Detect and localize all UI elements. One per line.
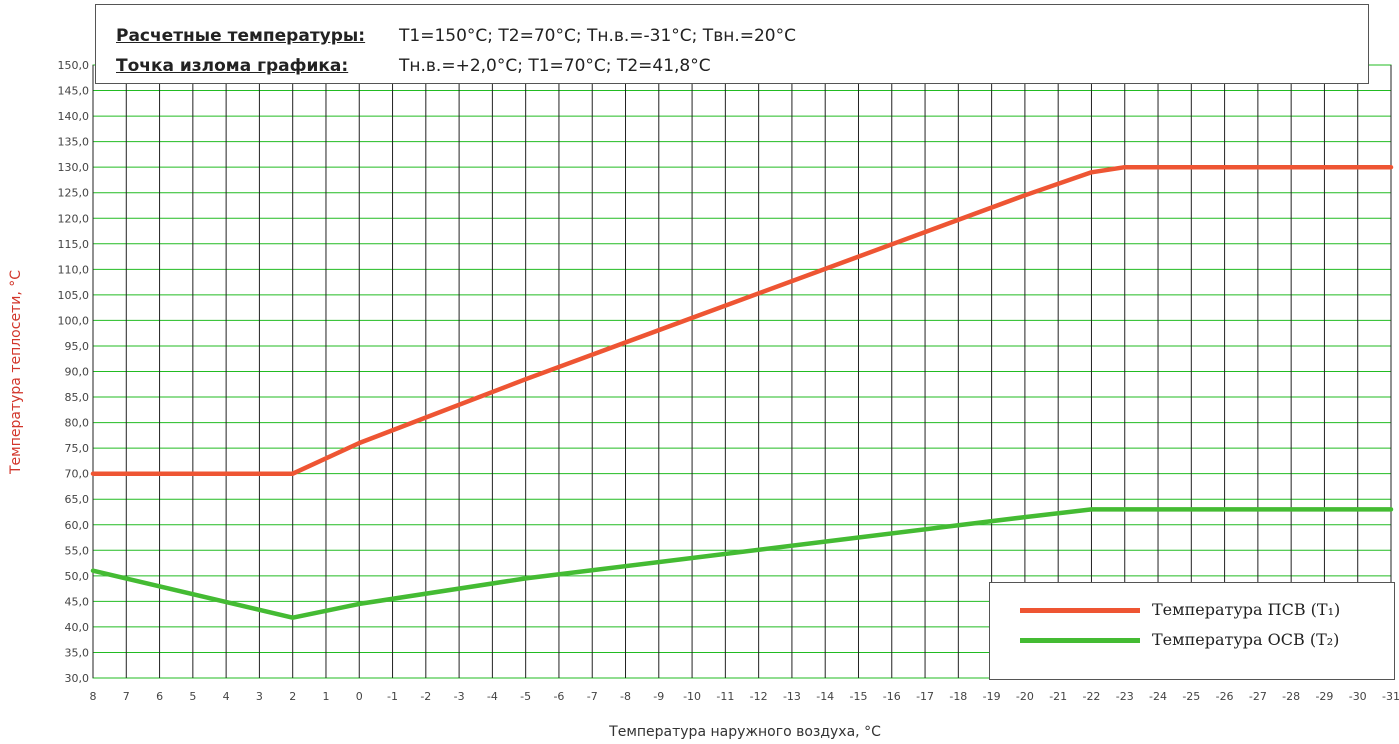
- series-line-t2: [90, 507, 1394, 620]
- x-tick-label: -24: [1149, 690, 1167, 703]
- y-tick-label: 105,0: [58, 289, 90, 302]
- x-tick-label: -5: [520, 690, 531, 703]
- x-tick-label: -6: [553, 690, 564, 703]
- x-tick-label: -7: [587, 690, 598, 703]
- y-tick-label: 110,0: [58, 263, 90, 276]
- x-tick-label: 6: [156, 690, 163, 703]
- x-tick-label: -25: [1182, 690, 1200, 703]
- break-point-label: Точка излома графика:: [116, 56, 349, 76]
- x-tick-label: -8: [620, 690, 631, 703]
- y-tick-label: 100,0: [58, 314, 90, 327]
- y-tick-label: 90,0: [65, 366, 90, 379]
- x-tick-label: -30: [1349, 690, 1367, 703]
- x-tick-label: -19: [983, 690, 1001, 703]
- x-tick-label: -16: [883, 690, 901, 703]
- break-point-value: Тн.в.=+2,0°C; T1=70°C; T2=41,8°C: [399, 56, 711, 76]
- x-tick-label: -15: [850, 690, 868, 703]
- y-tick-label: 45,0: [65, 595, 90, 608]
- x-tick-label: -1: [387, 690, 398, 703]
- legend-item-t1: Температура ПСВ (T₁): [1020, 600, 1390, 622]
- y-axis-ticks: 30,0 35,0 40,0 45,0 50,0 55,0 60,0 65,0 70,0 75,0…: [58, 59, 90, 685]
- y-tick-label: 30,0: [65, 672, 90, 685]
- legend-label-t2: Температура ОСВ (T₂): [1152, 630, 1340, 649]
- x-tick-label: -13: [783, 690, 801, 703]
- design-temperatures-value: T1=150°C; T2=70°C; Тн.в.=-31°C; Твн.=20°…: [399, 26, 796, 46]
- legend: Температура ПСВ (T₁) Температура ОСВ (T₂…: [989, 582, 1395, 680]
- x-tick-label: -11: [716, 690, 734, 703]
- x-tick-label: -31: [1382, 690, 1399, 703]
- legend-item-t2: Температура ОСВ (T₂): [1020, 630, 1390, 652]
- design-temperatures-label: Расчетные температуры:: [116, 26, 366, 46]
- y-tick-label: 50,0: [65, 570, 90, 583]
- x-tick-label: -22: [1082, 690, 1100, 703]
- y-tick-label: 60,0: [65, 519, 90, 532]
- y-tick-label: 85,0: [65, 391, 90, 404]
- design-temperatures-box: Расчетные температуры: T1=150°C; T2=70°C…: [95, 4, 1369, 84]
- y-tick-label: 140,0: [58, 110, 90, 123]
- break-point-row: Точка излома графика: Тн.в.=+2,0°C; T1=7…: [116, 56, 711, 76]
- x-tick-label: -4: [487, 690, 498, 703]
- y-tick-label: 125,0: [58, 187, 90, 200]
- series-lines: [90, 164, 1394, 620]
- x-tick-label: -26: [1216, 690, 1234, 703]
- x-axis-label: Температура наружного воздуха, °С: [608, 724, 881, 740]
- y-tick-label: 120,0: [58, 212, 90, 225]
- y-tick-label: 35,0: [65, 646, 90, 659]
- y-tick-label: 80,0: [65, 417, 90, 430]
- x-tick-label: -21: [1049, 690, 1067, 703]
- series-line-t1: [90, 164, 1394, 476]
- x-tick-label: -20: [1016, 690, 1034, 703]
- x-tick-label: -17: [916, 690, 934, 703]
- x-tick-label: -2: [420, 690, 431, 703]
- y-axis-label: Температура теплосети, °С: [8, 270, 24, 475]
- y-tick-label: 95,0: [65, 340, 90, 353]
- x-tick-label: -12: [750, 690, 768, 703]
- x-tick-label: 2: [289, 690, 296, 703]
- y-tick-label: 55,0: [65, 544, 90, 557]
- y-tick-label: 150,0: [58, 59, 90, 72]
- x-tick-label: 7: [123, 690, 130, 703]
- x-tick-label: 4: [223, 690, 230, 703]
- legend-swatch-t2: [1020, 638, 1140, 643]
- x-tick-label: -10: [683, 690, 701, 703]
- x-tick-label: 8: [90, 690, 97, 703]
- x-tick-label: -29: [1315, 690, 1333, 703]
- x-tick-label: 5: [189, 690, 196, 703]
- y-tick-label: 135,0: [58, 136, 90, 149]
- y-tick-label: 65,0: [65, 493, 90, 506]
- legend-label-t1: Температура ПСВ (T₁): [1152, 600, 1341, 619]
- design-temperatures-row: Расчетные температуры: T1=150°C; T2=70°C…: [116, 26, 796, 46]
- y-tick-label: 70,0: [65, 468, 90, 481]
- y-tick-label: 115,0: [58, 238, 90, 251]
- x-tick-label: -9: [653, 690, 664, 703]
- y-tick-label: 130,0: [58, 161, 90, 174]
- x-tick-label: -28: [1282, 690, 1300, 703]
- x-tick-label: 0: [356, 690, 363, 703]
- y-tick-label: 40,0: [65, 621, 90, 634]
- x-tick-label: -27: [1249, 690, 1267, 703]
- x-axis-ticks: 8 7 6 5 4 3 2 1 0 -1 -2 -3 -4 -5 -6 -7 -8 -9 -10 -11 -12 -13 -…: [90, 690, 1399, 703]
- y-tick-label: 145,0: [58, 85, 90, 98]
- y-tick-label: 75,0: [65, 442, 90, 455]
- x-tick-label: -18: [949, 690, 967, 703]
- x-tick-label: -23: [1116, 690, 1134, 703]
- x-tick-label: 3: [256, 690, 263, 703]
- x-tick-label: -3: [454, 690, 465, 703]
- x-tick-label: -14: [816, 690, 834, 703]
- x-tick-label: 1: [322, 690, 329, 703]
- legend-swatch-t1: [1020, 608, 1140, 613]
